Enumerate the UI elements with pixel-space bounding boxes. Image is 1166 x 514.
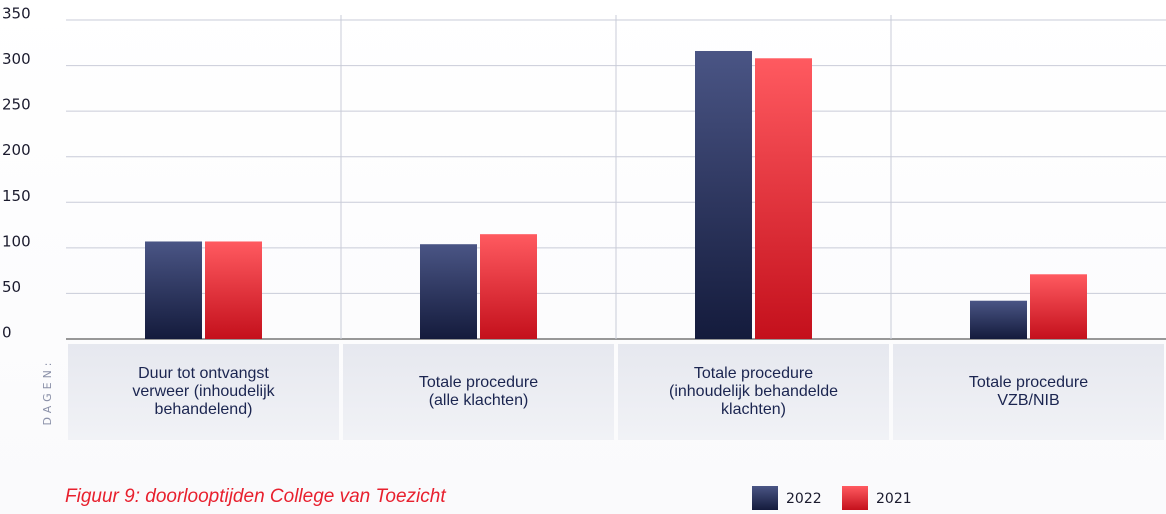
legend-label: 2021 bbox=[876, 491, 912, 507]
category-label: Totale procedure (inhoudelijk behandelde… bbox=[618, 344, 889, 440]
y-tick-label: 0 bbox=[2, 324, 12, 342]
bar bbox=[205, 241, 262, 339]
y-tick-label: 350 bbox=[2, 5, 31, 23]
y-tick-label: 50 bbox=[2, 278, 21, 296]
category-label: Duur tot ontvangst verweer (inhoudelijk … bbox=[68, 344, 339, 440]
bar bbox=[755, 58, 812, 339]
category-label: Totale procedure VZB/NIB bbox=[893, 344, 1164, 440]
y-tick-label: 250 bbox=[2, 96, 31, 114]
bar bbox=[480, 234, 537, 339]
bar bbox=[695, 50, 752, 339]
legend-swatch bbox=[842, 486, 868, 510]
y-tick-label: 300 bbox=[2, 50, 31, 68]
legend-swatch bbox=[752, 486, 778, 510]
y-axis-label: DAGEN: bbox=[41, 358, 54, 425]
legend-label: 2022 bbox=[786, 491, 822, 507]
y-tick-label: 100 bbox=[2, 232, 31, 250]
bar bbox=[1030, 274, 1087, 339]
category-label: Totale procedure (alle klachten) bbox=[343, 344, 614, 440]
bar bbox=[970, 300, 1027, 339]
y-tick-label: 150 bbox=[2, 187, 31, 205]
y-tick-label: 200 bbox=[2, 141, 31, 159]
bar bbox=[420, 244, 477, 339]
chart-title: Figuur 9: doorlooptijden College van Toe… bbox=[65, 486, 446, 507]
bar bbox=[145, 241, 202, 339]
